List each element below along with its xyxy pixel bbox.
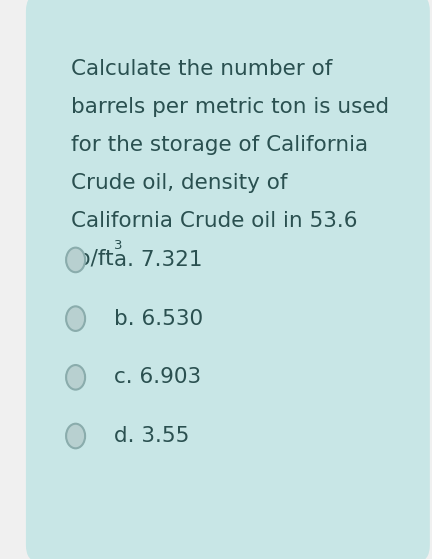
Text: lb/ft: lb/ft bbox=[71, 249, 114, 269]
FancyBboxPatch shape bbox=[26, 0, 430, 559]
Text: Calculate the number of: Calculate the number of bbox=[71, 59, 333, 79]
Circle shape bbox=[66, 365, 85, 390]
Circle shape bbox=[66, 424, 85, 448]
Text: California Crude oil in 53.6: California Crude oil in 53.6 bbox=[71, 211, 358, 231]
Text: for the storage of California: for the storage of California bbox=[71, 135, 368, 155]
Text: Crude oil, density of: Crude oil, density of bbox=[71, 173, 288, 193]
Circle shape bbox=[66, 248, 85, 272]
Text: barrels per metric ton is used: barrels per metric ton is used bbox=[71, 97, 389, 117]
Circle shape bbox=[66, 306, 85, 331]
Text: b. 6.530: b. 6.530 bbox=[114, 309, 203, 329]
Text: d. 3.55: d. 3.55 bbox=[114, 426, 190, 446]
Text: a. 7.321: a. 7.321 bbox=[114, 250, 203, 270]
Text: c. 6.903: c. 6.903 bbox=[114, 367, 202, 387]
Text: 3: 3 bbox=[114, 239, 122, 252]
